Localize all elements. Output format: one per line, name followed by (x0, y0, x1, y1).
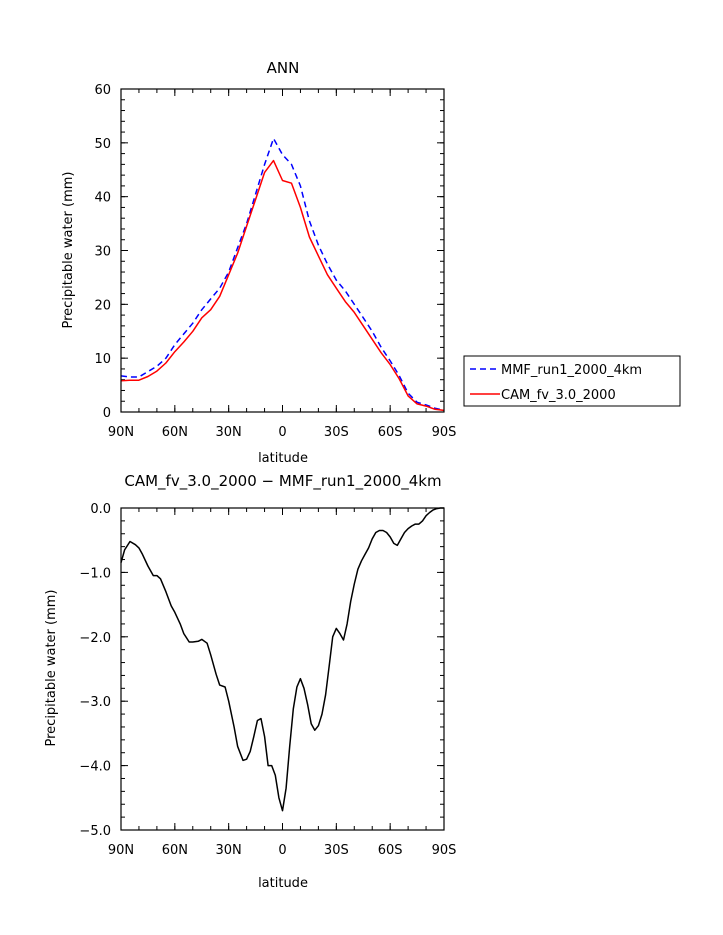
y-tick-label: 10 (94, 352, 111, 367)
bottom-ylabel: Precipitable water (mm) (44, 590, 59, 747)
x-tick-label: 0 (278, 843, 286, 858)
x-tick-label: 30S (324, 425, 349, 440)
top-series (120, 137, 445, 412)
bottom-series (120, 507, 444, 812)
y-tick-label: −4.0 (79, 760, 111, 775)
legend-cam-label: CAM_fv_3.0_2000 (501, 388, 616, 403)
y-tick-label: −1.0 (79, 566, 111, 581)
y-tick-label: 0 (103, 406, 111, 421)
top-ylabel: Precipitable water (mm) (61, 172, 76, 329)
x-tick-label: 90N (108, 425, 134, 440)
y-tick-label: 40 (94, 191, 111, 206)
series-line-0-0 (120, 137, 445, 412)
y-tick-label: −2.0 (79, 631, 111, 646)
bottom-title: CAM_fv_3.0_2000 − MMF_run1_2000_4km (124, 472, 441, 491)
bottom-plot-frame (120, 507, 445, 831)
x-tick-label: 60N (162, 843, 188, 858)
top-plot-frame (120, 88, 445, 413)
x-tick-label: 90S (432, 425, 457, 440)
y-tick-label: 0.0 (90, 502, 111, 517)
series-line-0-1 (120, 159, 445, 412)
x-tick-label: 0 (278, 425, 286, 440)
y-tick-label: 30 (94, 245, 111, 260)
legend: MMF_run1_2000_4km CAM_fv_3.0_2000 (463, 355, 681, 407)
bottom-panel: CAM_fv_3.0_2000 − MMF_run1_2000_4km lati… (44, 472, 456, 891)
x-tick-label: 60N (162, 425, 188, 440)
bottom-xlabel: latitude (258, 876, 308, 891)
y-tick-label: 60 (94, 83, 111, 98)
bottom-ticks: 90N 60N 30N 0 30S 60S 90S 0.0 −1.0 −2.0 −3.0 −4.0 −5… (79, 502, 456, 858)
top-panel: ANN latitude Precipitable water (mm) 90N… (61, 59, 456, 466)
y-tick-label: 20 (94, 298, 111, 313)
y-tick-label: −5.0 (79, 824, 111, 839)
x-tick-label: 30N (216, 843, 242, 858)
x-tick-label: 60S (378, 425, 403, 440)
x-tick-label: 60S (378, 843, 403, 858)
x-tick-label: 90S (432, 843, 457, 858)
legend-mmf-label: MMF_run1_2000_4km (501, 363, 642, 378)
x-tick-label: 30N (216, 425, 242, 440)
series-line-1-0 (120, 507, 444, 812)
legend-box (463, 355, 681, 407)
x-tick-label: 30S (324, 843, 349, 858)
y-tick-label: 50 (94, 137, 111, 152)
top-title: ANN (267, 59, 300, 77)
top-ticks: 90N 60N 30N 0 30S 60S 90S 0 10 20 30 40 50 60 (94, 83, 456, 440)
y-tick-label: −3.0 (79, 695, 111, 710)
x-tick-label: 90N (108, 843, 134, 858)
top-xlabel: latitude (258, 451, 308, 466)
